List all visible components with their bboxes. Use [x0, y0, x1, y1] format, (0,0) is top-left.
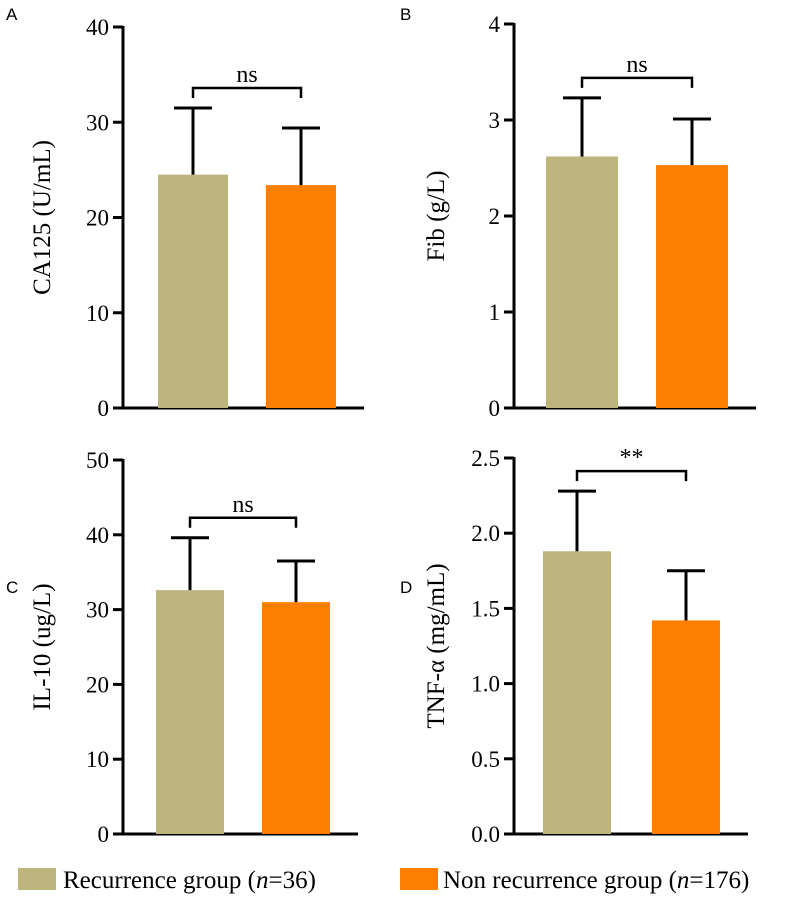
y-tick-label-c-4: 40	[86, 523, 109, 548]
significance-label-c: ns	[232, 492, 253, 518]
y-tick-label-d-1: 0.5	[471, 747, 500, 772]
y-tick-label-d-4: 2.0	[471, 521, 500, 546]
y-tick-label-b-1: 1	[489, 300, 501, 325]
bar-d-non-recurrence	[652, 620, 720, 834]
legend-swatch-non-recurrence	[400, 868, 438, 890]
panel-letter-c: C	[6, 578, 18, 597]
y-tick-label-d-5: 2.5	[471, 446, 500, 471]
y-tick-label-c-2: 20	[86, 672, 109, 697]
y-tick-label-b-3: 3	[489, 108, 501, 133]
panel-a: A CA125 (U/mL) 0 10 20 30 40 ns	[6, 5, 364, 421]
bar-b-non-recurrence	[656, 165, 728, 408]
y-axis-title-a: CA125 (U/mL)	[29, 140, 56, 295]
y-tick-label-d-3: 1.5	[471, 596, 500, 621]
panel-d: D TNF-α (mg/mL) 0.0 0.5 1.0 1.5 2.0 2.5 **	[400, 445, 748, 847]
legend-label-recurrence: Recurrence group (n=36)	[63, 867, 316, 894]
y-tick-label-a-2: 20	[86, 206, 109, 231]
bar-c-non-recurrence	[262, 602, 330, 834]
significance-bracket-d	[575, 469, 688, 482]
y-tick-label-c-5: 50	[86, 448, 109, 473]
y-tick-label-a-1: 10	[86, 301, 109, 326]
chart-panels: A CA125 (U/mL) 0 10 20 30 40 ns B Fib (g/L) 0 1 2 3 4 n…	[6, 5, 756, 847]
y-tick-label-a-0: 0	[98, 396, 110, 421]
bar-a-recurrence	[158, 174, 228, 408]
y-tick-label-c-3: 30	[86, 598, 109, 623]
panel-letter-a: A	[6, 5, 18, 24]
significance-bracket-a	[191, 86, 303, 98]
y-tick-label-a-3: 30	[86, 110, 109, 135]
significance-bracket-c	[188, 516, 298, 528]
significance-label-a: ns	[236, 62, 257, 88]
significance-label-b: ns	[626, 52, 647, 78]
y-tick-label-a-4: 40	[86, 15, 109, 40]
legend-swatch-recurrence	[18, 868, 56, 890]
panel-b: B Fib (g/L) 0 1 2 3 4 ns	[400, 5, 756, 421]
y-tick-label-b-2: 2	[489, 204, 501, 229]
bar-b-recurrence	[546, 156, 618, 408]
y-axis-title-b: Fib (g/L)	[423, 171, 450, 262]
y-axis-title-c: IL-10 (ug/L)	[29, 583, 56, 710]
legend: Recurrence group (n=36) Non recurrence g…	[18, 867, 749, 894]
y-tick-label-c-1: 10	[86, 747, 109, 772]
y-tick-label-b-0: 0	[489, 396, 501, 421]
panel-letter-b: B	[400, 5, 411, 24]
significance-bracket-b	[580, 76, 694, 88]
panel-c: C IL-10 (ug/L) 0 10 20 30 40 50 ns	[6, 448, 358, 847]
significance-label-d: **	[620, 445, 644, 471]
y-tick-label-d-2: 1.0	[471, 672, 500, 697]
panel-letter-d: D	[400, 578, 412, 597]
y-tick-label-d-0: 0.0	[471, 822, 500, 847]
y-tick-label-c-0: 0	[98, 822, 110, 847]
legend-label-non-recurrence: Non recurrence group (n=176)	[443, 867, 749, 894]
y-tick-label-b-4: 4	[489, 12, 501, 37]
y-axis-title-d: TNF-α (mg/mL)	[423, 563, 450, 728]
bar-a-non-recurrence	[266, 185, 336, 408]
bar-d-recurrence	[543, 551, 611, 834]
bar-c-recurrence	[156, 590, 224, 834]
